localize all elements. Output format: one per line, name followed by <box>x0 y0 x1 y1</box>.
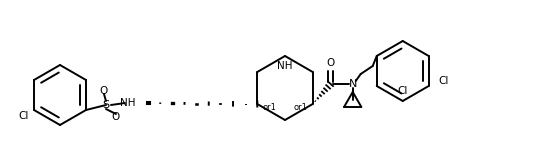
Text: Cl: Cl <box>438 76 449 86</box>
Text: O: O <box>112 112 120 122</box>
Text: or1: or1 <box>294 103 308 111</box>
Text: Cl: Cl <box>18 111 29 121</box>
Text: O: O <box>100 86 108 96</box>
Text: or1: or1 <box>262 103 276 111</box>
Text: N: N <box>349 79 357 89</box>
Text: Cl: Cl <box>398 86 408 96</box>
Text: O: O <box>326 58 335 68</box>
Text: NH: NH <box>277 61 293 71</box>
Text: S: S <box>102 100 109 110</box>
Text: NH: NH <box>120 98 136 108</box>
